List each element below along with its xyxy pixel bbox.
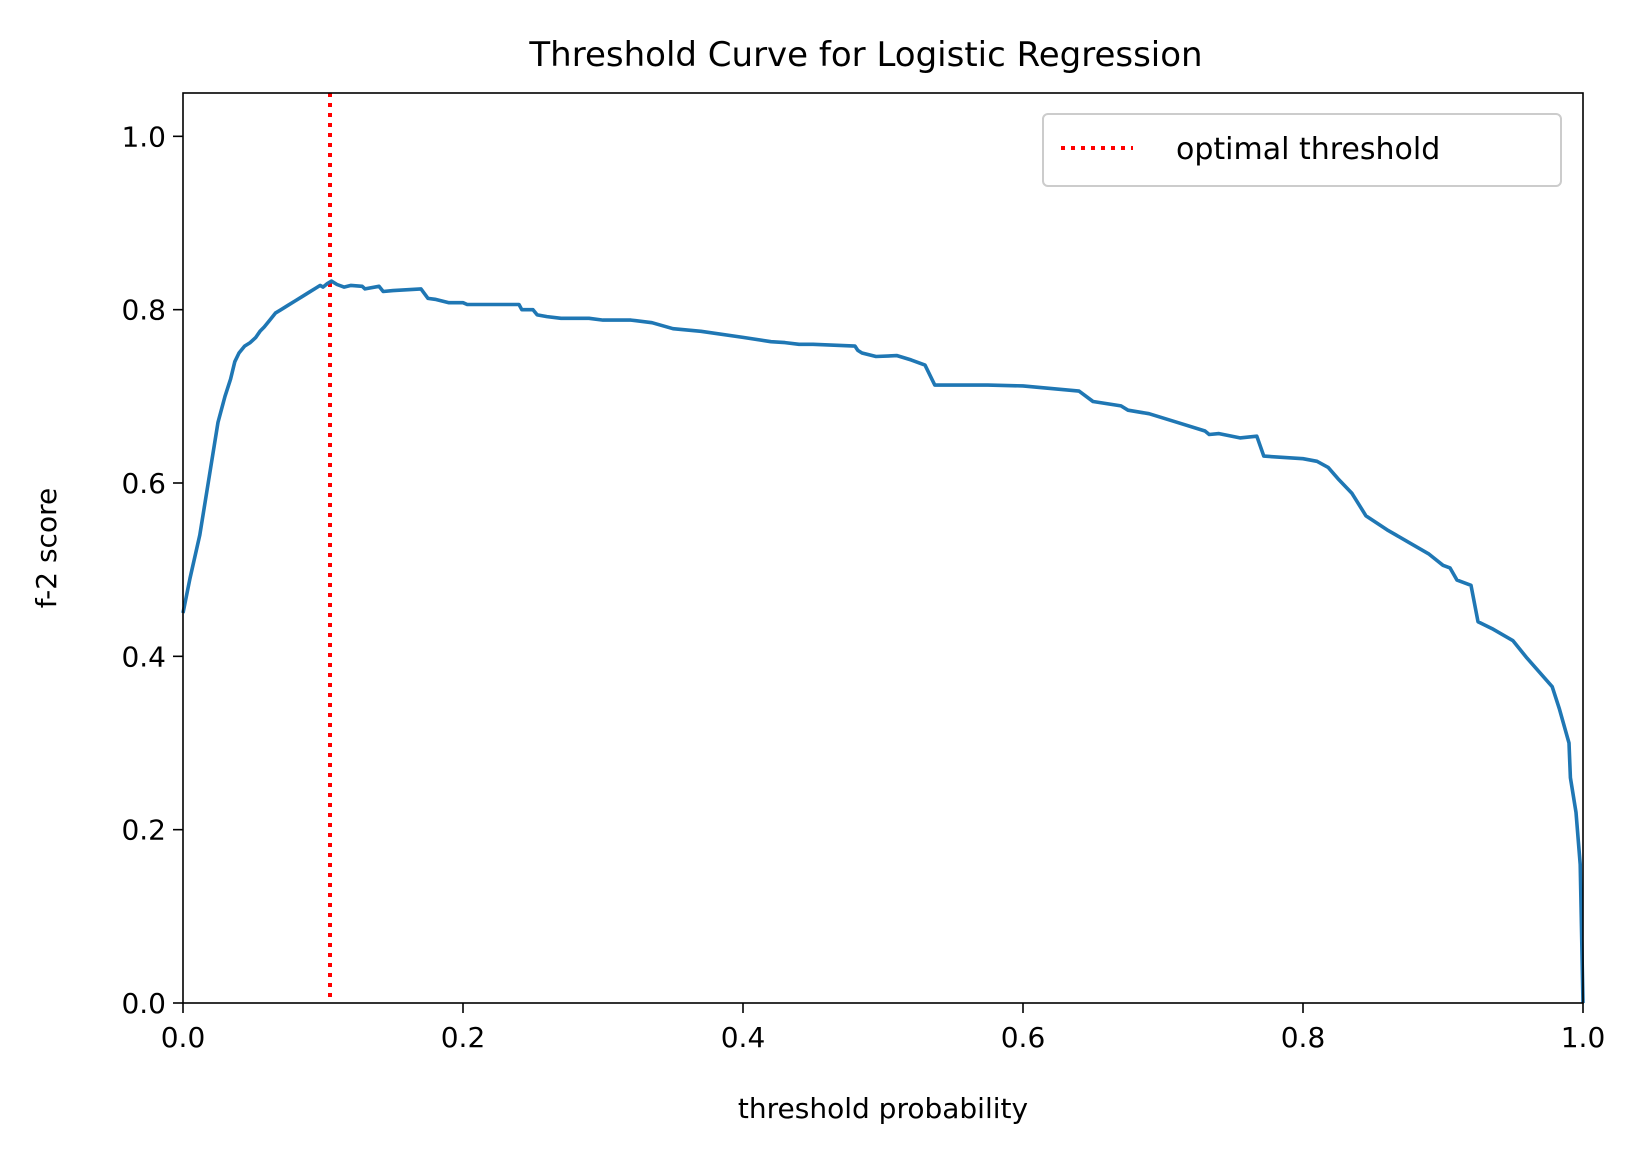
series-layer [181,279,1585,1004]
y-axis: 0.0 0.2 0.4 0.6 0.8 1.0 [121,120,183,1020]
y-tick-label: 0.2 [121,814,166,847]
y-tick-label: 0.4 [121,640,166,673]
axes-frame [182,92,1584,1004]
y-tick-label: 0.6 [121,467,166,500]
y-tick-label: 0.0 [121,987,166,1020]
legend-label-optimal-threshold: optimal threshold [1176,132,1440,167]
chart-title: Threshold Curve for Logistic Regression [528,35,1202,75]
legend-box [1042,113,1562,187]
x-tick-label: 1.0 [1561,1021,1606,1054]
x-tick-label: 0.0 [161,1021,206,1054]
x-tick-label: 0.2 [441,1021,486,1054]
legend: optimal threshold [1042,113,1562,187]
f2-score-line-0 [181,279,1585,1004]
x-axis: 0.0 0.2 0.4 0.6 0.8 1.0 [161,1003,1606,1054]
y-tick-label: 1.0 [121,120,166,153]
y-tick-label: 0.8 [121,294,166,327]
x-tick-label: 0.4 [721,1021,766,1054]
axes-background [183,93,1583,1003]
x-tick-label: 0.6 [1001,1021,1046,1054]
y-axis-title: f-2 score [30,488,63,608]
plot-area [181,92,1585,1004]
x-axis-title: threshold probability [738,1092,1028,1125]
x-tick-label: 0.8 [1281,1021,1326,1054]
